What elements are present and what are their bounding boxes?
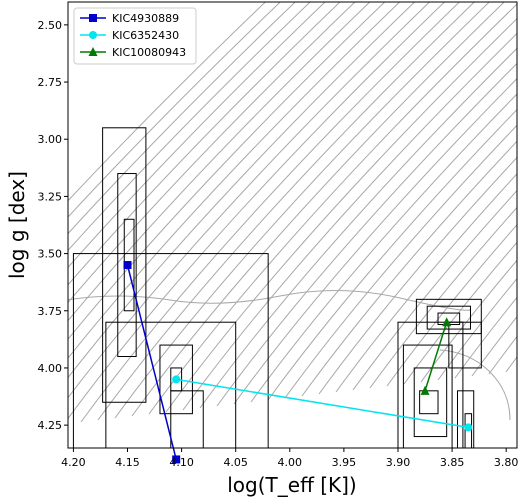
evolution-track: [68, 2, 356, 304]
error-box: [105, 321, 237, 448]
evolution-track: [68, 2, 326, 269]
error-boxes: [72, 127, 482, 448]
data-series: [123, 261, 473, 464]
y-tick-label: 4.00: [38, 362, 63, 375]
evolution-track: [233, 77, 517, 405]
x-axis-ticks: 4.20 4.15 4.10 4.05 4.00 3.95 3.90 3.85 3.80: [61, 448, 518, 469]
evolution-track: [403, 241, 517, 385]
evolution-track: [68, 2, 416, 379]
data-point: [88, 47, 98, 56]
error-box: [402, 344, 453, 448]
error-box: [72, 253, 269, 448]
evolution-track: [80, 2, 461, 423]
evolution-track: [335, 173, 517, 393]
evolution-track: [68, 2, 371, 322]
legend-box: [73, 7, 197, 65]
evolution-track: [352, 189, 517, 391]
evolution-track: [182, 32, 517, 411]
series-line: [424, 321, 448, 392]
data-point: [123, 261, 132, 270]
data-point: [172, 375, 181, 384]
evolution-track: [454, 296, 517, 379]
evolution-track: [216, 62, 517, 407]
data-point: [420, 385, 430, 395]
evolution-track: [68, 2, 341, 286]
evolution-track: [97, 2, 476, 421]
error-box: [413, 367, 448, 438]
evolution-track: [437, 277, 517, 381]
x-tick-label: 3.80: [494, 456, 519, 469]
y-tick-label: 3.75: [38, 305, 63, 318]
evolution-track: [68, 2, 446, 420]
evolution-track: [165, 18, 517, 413]
plot-frame: [67, 1, 518, 449]
y-axis-label: log g [dex]: [5, 171, 29, 279]
y-tick-label: 2.50: [38, 19, 63, 32]
legend-label: KIC6352430: [112, 29, 179, 42]
y-tick-label: 3.50: [38, 248, 63, 261]
legend: KIC4930889 KIC6352430 KIC10080943: [73, 7, 197, 65]
x-tick-label: 4.10: [169, 456, 194, 469]
evolution-track: [68, 2, 267, 202]
legend-label: KIC10080943: [112, 46, 186, 59]
error-box: [102, 127, 147, 403]
evolution-track: [68, 2, 386, 341]
x-tick-label: 4.20: [61, 456, 86, 469]
x-tick-label: 4.00: [278, 456, 303, 469]
evolution-track: [505, 356, 517, 373]
error-box: [419, 390, 439, 415]
evolution-track: [68, 2, 296, 235]
error-box: [456, 390, 475, 448]
evolution-track: [148, 3, 517, 415]
evolution-track: [267, 108, 517, 401]
legend-label: KIC4930889: [112, 12, 179, 25]
series-line: [126, 264, 177, 460]
evolution-track: [284, 124, 517, 399]
y-tick-label: 4.25: [38, 419, 63, 432]
evolution-track: [68, 2, 431, 399]
data-point: [442, 317, 452, 327]
evolution-track: [131, 2, 505, 417]
evolution-track: [114, 2, 490, 419]
x-tick-label: 3.90: [386, 456, 411, 469]
x-tick-label: 4.05: [223, 456, 248, 469]
evolution-track: [369, 206, 517, 389]
x-tick-label: 4.15: [115, 456, 140, 469]
error-box: [464, 413, 473, 448]
error-box: [159, 344, 193, 415]
evolution-tracks: [68, 2, 517, 423]
evolution-track: [250, 93, 517, 403]
evolution-track: [386, 224, 517, 387]
x-tick-label: 3.95: [332, 456, 357, 469]
data-point: [172, 455, 181, 464]
y-tick-label: 3.00: [38, 133, 63, 146]
evolution-track: [318, 156, 517, 395]
error-box: [117, 173, 137, 358]
data-point: [89, 31, 97, 39]
y-tick-label: 2.75: [38, 76, 63, 89]
evolution-track: [68, 2, 311, 252]
x-tick-label: 3.85: [440, 456, 465, 469]
series-line: [176, 378, 469, 429]
data-point: [464, 423, 473, 432]
evolution-track: [68, 2, 401, 359]
y-axis-ticks: 2.50 2.75 3.00 3.25 3.50 3.75 4.00 4.25: [38, 19, 68, 432]
evolution-track: [471, 315, 517, 377]
error-box: [170, 390, 204, 448]
evolution-track: [68, 290, 471, 311]
evolution-track: [68, 2, 282, 218]
data-point: [89, 14, 97, 22]
evolution-track: [301, 140, 517, 397]
x-axis-label: log(T_eff [K]): [227, 473, 356, 497]
evolution-track: [439, 349, 511, 421]
evolution-track: [199, 47, 517, 409]
y-tick-label: 3.25: [38, 190, 63, 203]
